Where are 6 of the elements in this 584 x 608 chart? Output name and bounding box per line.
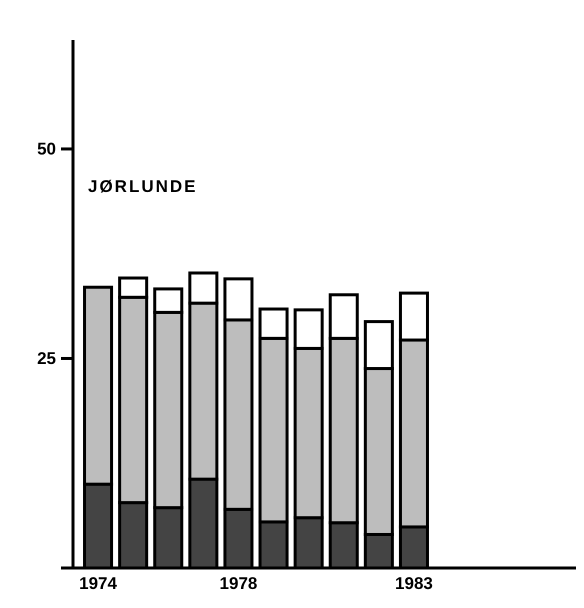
text: JØRLUNDE <box>88 177 198 196</box>
y-tick-label: 25 <box>37 348 56 368</box>
y-tick-label: 50 <box>37 139 56 158</box>
x-tick-label: 1983 <box>395 574 433 593</box>
x-tick-label: 1978 <box>220 574 258 593</box>
x-tick-label: 1974 <box>79 574 118 593</box>
